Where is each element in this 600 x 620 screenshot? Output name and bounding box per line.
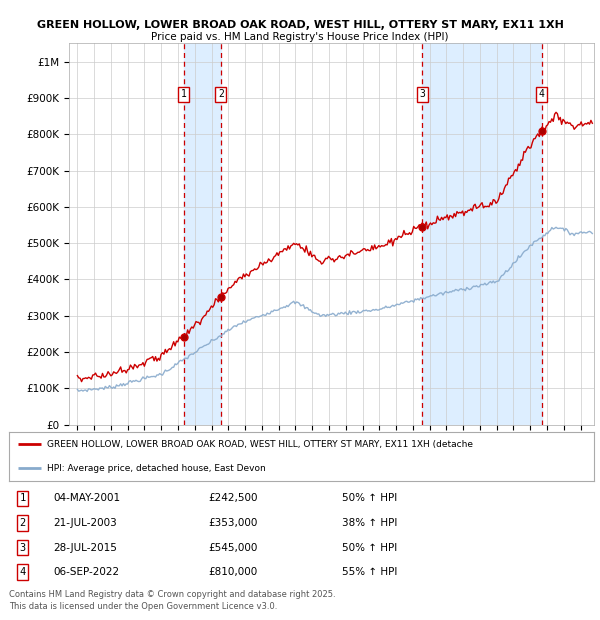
Text: 55% ↑ HPI: 55% ↑ HPI (343, 567, 398, 577)
Text: £545,000: £545,000 (208, 542, 257, 552)
Text: 1: 1 (181, 89, 187, 99)
Bar (184, 43, 221, 425)
Text: 4: 4 (539, 89, 545, 99)
Text: GREEN HOLLOW, LOWER BROAD OAK ROAD, WEST HILL, OTTERY ST MARY, EX11 1XH (detache: GREEN HOLLOW, LOWER BROAD OAK ROAD, WEST… (47, 440, 473, 449)
Text: 50% ↑ HPI: 50% ↑ HPI (343, 542, 398, 552)
Text: Price paid vs. HM Land Registry's House Price Index (HPI): Price paid vs. HM Land Registry's House … (151, 32, 449, 42)
Text: 1: 1 (20, 494, 26, 503)
Text: 04-MAY-2001: 04-MAY-2001 (53, 494, 120, 503)
Text: Contains HM Land Registry data © Crown copyright and database right 2025.
This d: Contains HM Land Registry data © Crown c… (9, 590, 335, 611)
Text: 06-SEP-2022: 06-SEP-2022 (53, 567, 119, 577)
Text: £353,000: £353,000 (208, 518, 257, 528)
Text: 2: 2 (218, 89, 224, 99)
Text: 4: 4 (20, 567, 26, 577)
Text: 50% ↑ HPI: 50% ↑ HPI (343, 494, 398, 503)
Text: £810,000: £810,000 (208, 567, 257, 577)
Text: GREEN HOLLOW, LOWER BROAD OAK ROAD, WEST HILL, OTTERY ST MARY, EX11 1XH: GREEN HOLLOW, LOWER BROAD OAK ROAD, WEST… (37, 20, 563, 30)
Bar (422, 43, 542, 425)
Text: HPI: Average price, detached house, East Devon: HPI: Average price, detached house, East… (47, 464, 266, 473)
Text: 3: 3 (20, 542, 26, 552)
Text: 38% ↑ HPI: 38% ↑ HPI (343, 518, 398, 528)
Text: £242,500: £242,500 (208, 494, 257, 503)
Text: 21-JUL-2003: 21-JUL-2003 (53, 518, 116, 528)
Text: 2: 2 (20, 518, 26, 528)
Text: 28-JUL-2015: 28-JUL-2015 (53, 542, 117, 552)
Text: 3: 3 (419, 89, 425, 99)
